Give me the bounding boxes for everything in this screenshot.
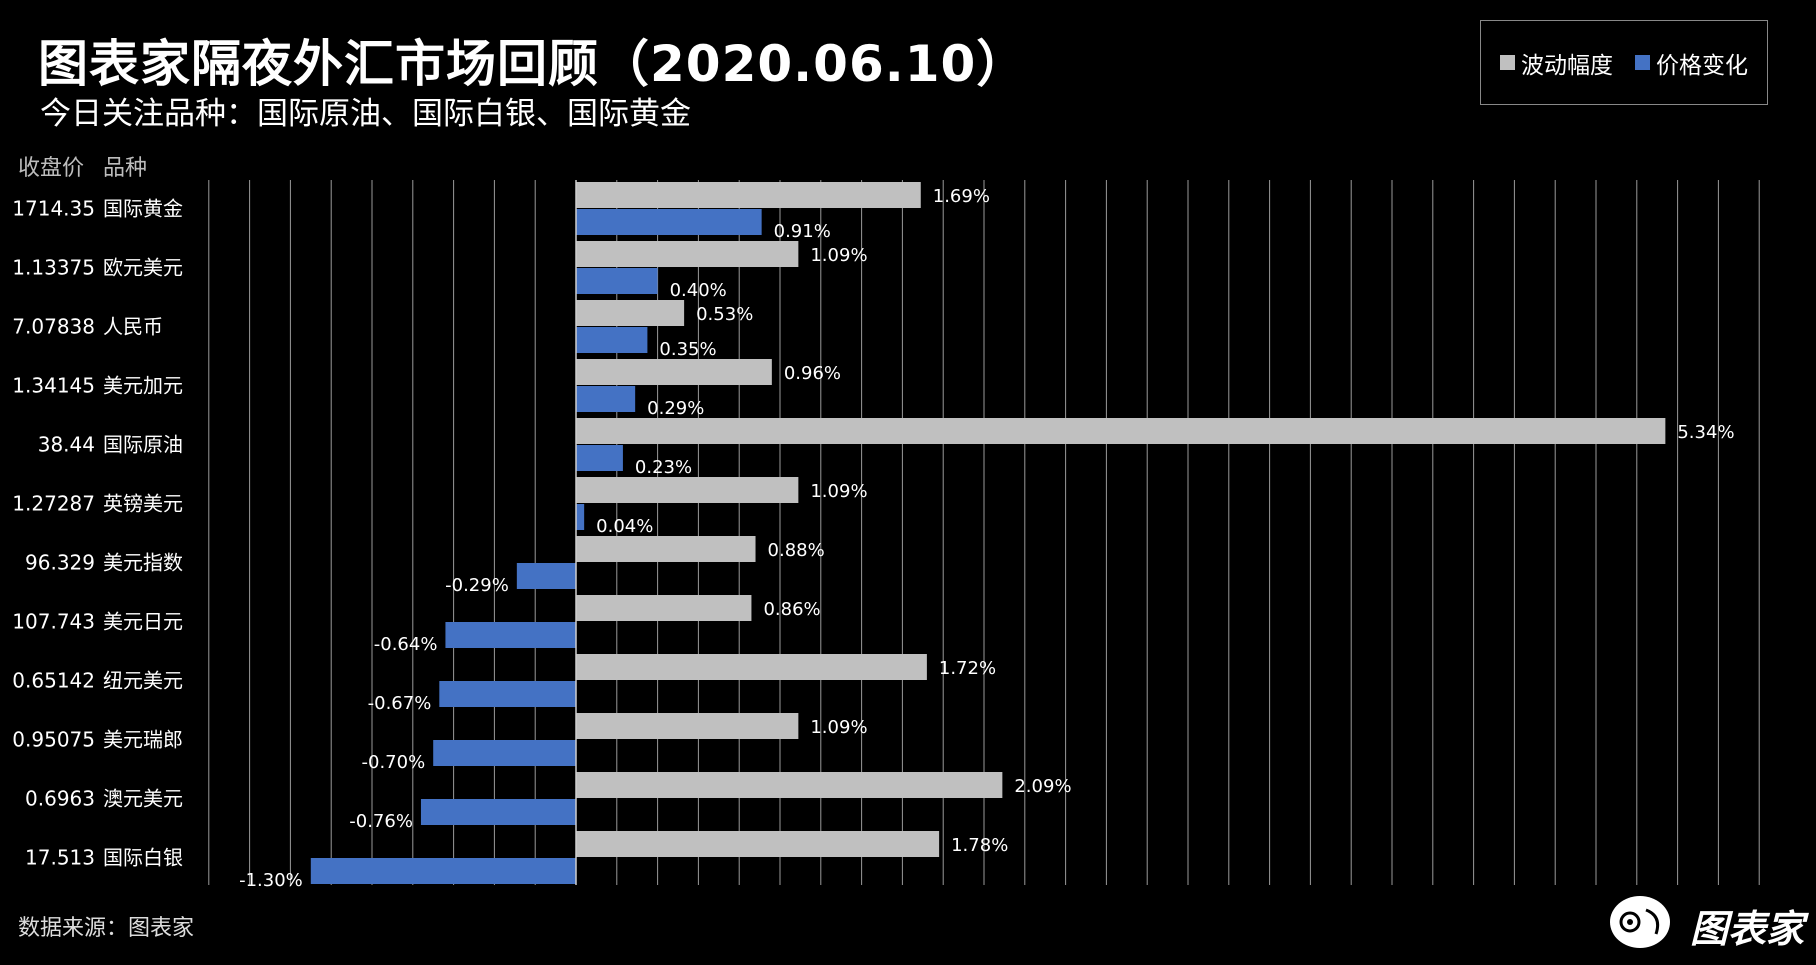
category-label: 美元日元 (103, 610, 183, 634)
legend-label-volatility: 波动幅度 (1521, 52, 1613, 79)
data-label-price-change: 0.91% (774, 221, 831, 242)
bar-price-change (445, 622, 576, 648)
category-label: 国际黄金 (103, 197, 183, 221)
bar-price-change (433, 740, 576, 766)
bar-volatility (576, 241, 799, 267)
close-price-label: 96.329 (25, 551, 95, 575)
close-price-header: 收盘价 (18, 156, 85, 181)
brand-logo-icon (1610, 896, 1670, 948)
data-label-volatility: 1.72% (939, 658, 996, 679)
data-label-price-change: -0.64% (374, 634, 438, 655)
category-label: 美元指数 (103, 551, 183, 575)
chart-title: 图表家隔夜外汇市场回顾（2020.06.10） (38, 35, 1028, 93)
bar-volatility (576, 831, 940, 857)
bar-volatility (576, 772, 1003, 798)
data-label-volatility: 0.86% (763, 599, 820, 620)
data-label-price-change: -0.29% (445, 575, 509, 596)
data-label-price-change: -0.76% (349, 811, 413, 832)
bar-volatility (576, 418, 1666, 444)
data-label-volatility: 1.09% (810, 481, 867, 502)
close-price-label: 0.65142 (12, 669, 95, 693)
bar-price-change (439, 681, 576, 707)
data-label-volatility: 1.78% (951, 835, 1008, 856)
brand-name: 图表家 (1690, 907, 1805, 951)
bar-price-change (576, 209, 762, 235)
bar-price-change (576, 327, 648, 353)
data-label-volatility: 5.34% (1677, 422, 1734, 443)
data-label-price-change: 0.40% (670, 280, 727, 301)
category-header: 品种 (103, 156, 148, 181)
close-price-label: 1.34145 (12, 374, 95, 398)
data-label-price-change: -0.67% (368, 693, 432, 714)
bar-volatility (576, 713, 799, 739)
bar-volatility (576, 536, 756, 562)
legend-label-price-change: 价格变化 (1656, 52, 1748, 79)
category-label: 澳元美元 (103, 787, 183, 811)
category-label: 美元瑞郎 (103, 728, 183, 752)
data-label-volatility: 2.09% (1014, 776, 1071, 797)
bar-price-change (576, 504, 585, 530)
bar-volatility (576, 477, 799, 503)
close-price-label: 1.13375 (12, 256, 95, 280)
data-label-volatility: 0.96% (784, 363, 841, 384)
legend-item-price-change: 价格变化 (1635, 46, 1748, 80)
legend-item-volatility: 波动幅度 (1500, 46, 1613, 80)
bar-price-change (420, 799, 576, 825)
category-label: 欧元美元 (103, 256, 183, 280)
close-price-label: 1714.35 (12, 197, 95, 221)
legend-swatch-price-change (1635, 55, 1650, 70)
legend: 波动幅度 价格变化 (1480, 20, 1768, 105)
close-price-label: 17.513 (25, 846, 95, 870)
data-label-volatility: 1.69% (933, 186, 990, 207)
bar-price-change (310, 858, 576, 884)
bar-volatility (576, 595, 752, 621)
category-label: 人民币 (103, 315, 163, 339)
bar-price-change (516, 563, 576, 589)
data-label-price-change: 0.23% (635, 457, 692, 478)
data-source: 数据来源：图表家 (18, 916, 195, 941)
close-price-label: 0.6963 (25, 787, 95, 811)
data-label-price-change: 0.35% (659, 339, 716, 360)
close-price-label: 38.44 (38, 433, 95, 457)
close-price-label: 7.07838 (12, 315, 95, 339)
bar-volatility (576, 654, 927, 680)
bar-price-change (576, 445, 623, 471)
category-label: 美元加元 (103, 374, 183, 398)
close-price-label: 0.95075 (12, 728, 95, 752)
bar-price-change (576, 386, 636, 412)
data-label-price-change: 0.04% (596, 516, 653, 537)
bar-volatility (576, 182, 921, 208)
data-label-volatility: 0.53% (696, 304, 753, 325)
legend-swatch-volatility (1500, 55, 1515, 70)
data-label-price-change: -1.30% (239, 870, 303, 891)
data-label-volatility: 1.09% (810, 245, 867, 266)
data-label-price-change: -0.70% (362, 752, 426, 773)
close-price-label: 107.743 (12, 610, 95, 634)
close-price-label: 1.27287 (12, 492, 95, 516)
data-label-volatility: 0.88% (768, 540, 825, 561)
data-label-price-change: 0.29% (647, 398, 704, 419)
bar-volatility (576, 300, 685, 326)
chart-subtitle: 今日关注品种：国际原油、国际白银、国际黄金 (40, 96, 691, 132)
bar-price-change (576, 268, 658, 294)
category-label: 纽元美元 (103, 669, 183, 693)
bar-volatility (576, 359, 772, 385)
category-label: 英镑美元 (103, 492, 183, 516)
category-label: 国际白银 (103, 846, 183, 870)
category-label: 国际原油 (103, 433, 183, 457)
data-label-volatility: 1.09% (810, 717, 867, 738)
